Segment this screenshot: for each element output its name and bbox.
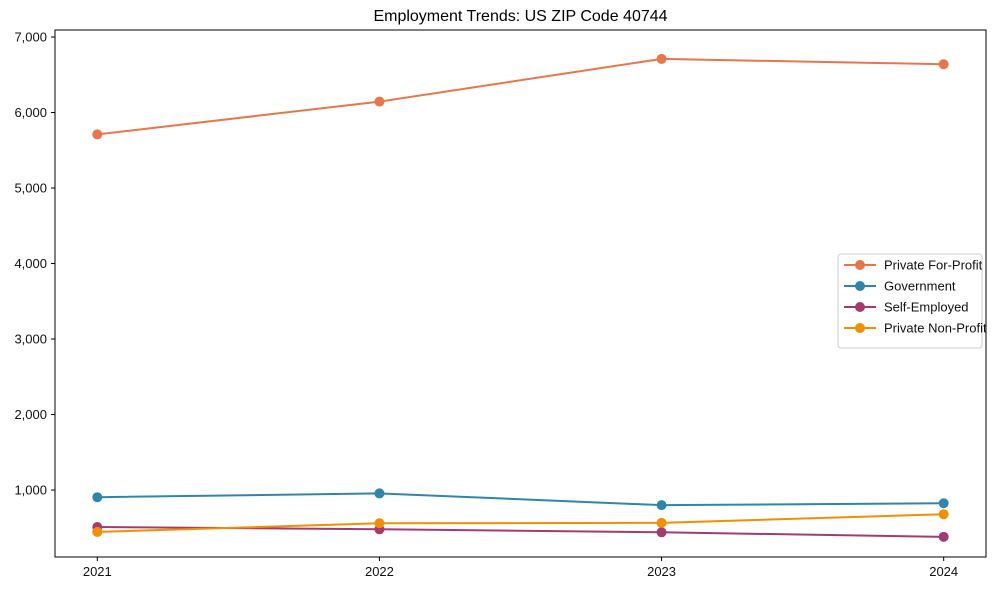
y-tick-label: 5,000 [14, 181, 47, 196]
data-point-self-employed-2023 [656, 527, 667, 538]
x-tick-label: 2024 [929, 564, 958, 579]
data-point-government-2023 [656, 500, 667, 511]
data-point-government-2021 [92, 492, 103, 503]
legend-box [837, 253, 983, 349]
legend: Private For-Profit Government Self-Employe… [837, 253, 987, 349]
x-tick-label: 2022 [365, 564, 394, 579]
legend-item-self-employed: Self-Employed [844, 300, 969, 315]
legend-label-self-employed: Self-Employed [884, 300, 969, 315]
plot-spines [54, 29, 987, 558]
legend-marker-self-employed [855, 302, 865, 312]
y-tick-label: 2,000 [14, 407, 47, 422]
data-point-private-non-profit-2021 [92, 526, 103, 537]
y-tick-label: 3,000 [14, 332, 47, 347]
legend-item-private-for-profit: Private For-Profit [844, 258, 983, 273]
y-tick-label: 6,000 [14, 105, 47, 120]
legend-marker-private-non-profit [855, 323, 865, 333]
data-point-government-2024 [938, 498, 949, 509]
series-line-government [96, 492, 945, 507]
series-line-private-non-profit [96, 513, 945, 533]
data-point-government-2022 [374, 488, 385, 499]
legend-label-private-for-profit: Private For-Profit [884, 258, 983, 273]
data-point-private-non-profit-2024 [938, 509, 949, 520]
data-point-private-for-profit-2022 [374, 96, 385, 107]
x-tick-label: 2023 [647, 564, 676, 579]
data-point-private-for-profit-2024 [938, 59, 949, 70]
legend-label-government: Government [884, 279, 956, 294]
y-tick-label: 7,000 [14, 30, 47, 45]
data-point-private-non-profit-2022 [374, 518, 385, 529]
x-tick-label: 2021 [83, 564, 112, 579]
data-point-private-for-profit-2023 [656, 53, 667, 64]
legend-label-private-non-profit: Private Non-Profit [884, 321, 987, 336]
legend-marker-private-for-profit [855, 260, 865, 270]
data-point-private-for-profit-2021 [92, 129, 103, 140]
y-tick-label: 4,000 [14, 256, 47, 271]
chart-title: Employment Trends: US ZIP Code 40744 [373, 8, 668, 25]
data-point-self-employed-2024 [938, 531, 949, 542]
y-tick-label: 1,000 [14, 483, 47, 498]
legend-marker-government [855, 281, 865, 291]
legend-item-government: Government [844, 279, 956, 294]
legend-item-private-non-profit: Private Non-Profit [844, 321, 987, 336]
series-line-private-for-profit [96, 57, 945, 136]
data-point-private-non-profit-2023 [656, 517, 667, 528]
